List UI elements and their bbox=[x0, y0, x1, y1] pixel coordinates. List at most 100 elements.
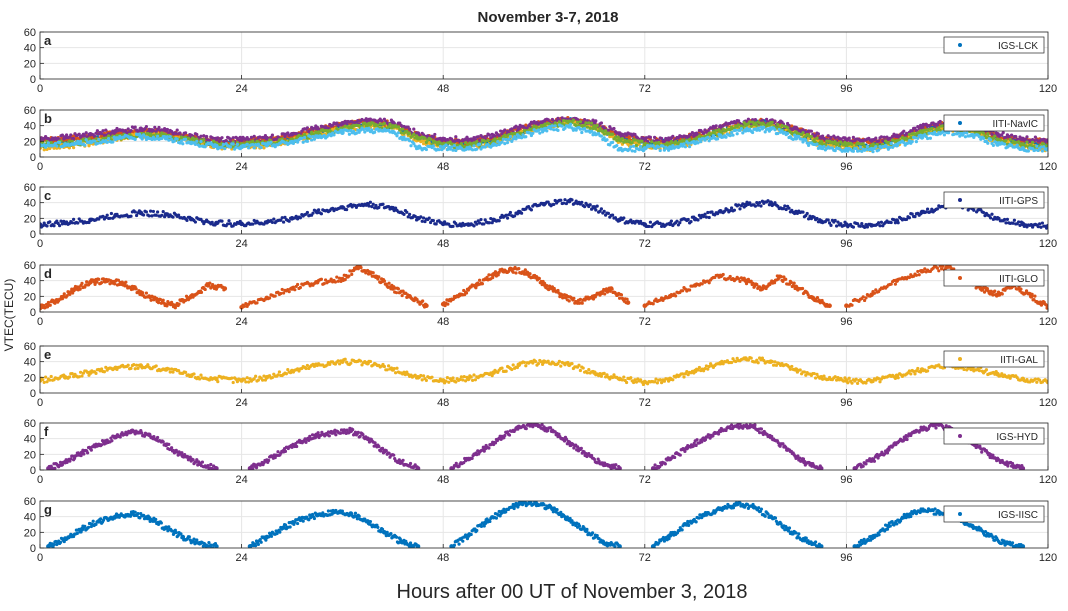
y-tick-label: 0 bbox=[30, 152, 36, 164]
data-point bbox=[783, 204, 787, 208]
data-point bbox=[793, 133, 797, 137]
data-point bbox=[578, 120, 583, 124]
data-point bbox=[149, 209, 153, 213]
data-point bbox=[370, 205, 374, 209]
data-point bbox=[305, 139, 309, 143]
data-point bbox=[828, 221, 832, 225]
data-point bbox=[345, 207, 349, 212]
data-point bbox=[851, 149, 856, 153]
data-point bbox=[786, 131, 790, 136]
data-point bbox=[129, 129, 133, 133]
data-point bbox=[746, 117, 751, 121]
data-point bbox=[420, 139, 424, 143]
data-point bbox=[590, 121, 594, 125]
data-point bbox=[165, 212, 169, 216]
data-point bbox=[109, 211, 113, 216]
data-point bbox=[363, 130, 367, 134]
data-point bbox=[846, 149, 850, 153]
data-point bbox=[55, 144, 59, 148]
data-point bbox=[550, 117, 555, 122]
data-point bbox=[644, 136, 648, 140]
data-point bbox=[861, 142, 865, 146]
data-point bbox=[72, 134, 76, 138]
data-point bbox=[907, 132, 912, 136]
data-point bbox=[478, 142, 482, 146]
data-point bbox=[581, 121, 585, 125]
data-point bbox=[989, 138, 993, 142]
data-point bbox=[599, 134, 604, 138]
y-tick-label: 60 bbox=[24, 105, 36, 117]
data-point bbox=[524, 123, 528, 127]
data-point bbox=[97, 137, 101, 142]
data-point bbox=[262, 146, 266, 150]
data-point bbox=[486, 138, 490, 143]
data-point bbox=[748, 201, 752, 205]
data-point bbox=[185, 218, 189, 222]
data-point bbox=[728, 209, 732, 213]
data-point bbox=[982, 131, 986, 135]
data-point bbox=[347, 132, 351, 136]
data-point bbox=[195, 132, 199, 137]
data-point bbox=[514, 137, 518, 141]
data-point bbox=[678, 221, 682, 225]
data-point bbox=[312, 137, 316, 141]
data-point bbox=[947, 131, 951, 135]
data-point bbox=[408, 212, 412, 216]
data-point bbox=[228, 137, 232, 141]
data-point bbox=[760, 118, 765, 122]
data-point bbox=[454, 135, 458, 139]
data-point bbox=[445, 147, 449, 152]
data-point bbox=[503, 128, 507, 132]
data-point bbox=[595, 123, 599, 128]
data-point bbox=[611, 140, 615, 144]
data-point bbox=[730, 130, 734, 135]
data-point bbox=[167, 138, 171, 142]
data-point bbox=[923, 128, 927, 132]
data-point bbox=[874, 136, 878, 140]
data-point bbox=[731, 133, 735, 137]
data-point bbox=[464, 141, 468, 145]
data-point bbox=[768, 200, 774, 205]
x-tick-label: 48 bbox=[437, 83, 449, 95]
data-point bbox=[833, 140, 837, 144]
data-point bbox=[993, 134, 997, 138]
data-point bbox=[682, 142, 686, 146]
data-point bbox=[620, 136, 625, 141]
data-point bbox=[283, 137, 287, 141]
data-point bbox=[171, 215, 175, 219]
data-point bbox=[427, 216, 431, 220]
data-point bbox=[737, 123, 741, 127]
data-point bbox=[396, 125, 400, 129]
data-point bbox=[177, 213, 181, 217]
data-point bbox=[424, 140, 428, 145]
data-point bbox=[931, 121, 935, 125]
data-point bbox=[658, 221, 662, 225]
data-point bbox=[178, 131, 182, 135]
data-point bbox=[863, 144, 867, 148]
data-point bbox=[378, 122, 382, 126]
data-point bbox=[858, 145, 863, 149]
data-point bbox=[781, 207, 786, 211]
data-point bbox=[650, 140, 654, 144]
y-tick-label: 0 bbox=[30, 74, 36, 86]
data-point bbox=[745, 126, 749, 130]
data-point bbox=[942, 133, 947, 137]
data-point bbox=[220, 145, 224, 149]
data-point bbox=[864, 147, 868, 152]
data-point bbox=[919, 124, 925, 130]
data-point bbox=[611, 213, 615, 217]
data-point bbox=[661, 144, 665, 148]
data-point bbox=[630, 149, 634, 153]
data-point bbox=[743, 202, 748, 208]
x-tick-label: 72 bbox=[639, 83, 651, 95]
data-point bbox=[583, 205, 587, 209]
data-point bbox=[613, 135, 618, 140]
data-point bbox=[877, 139, 881, 143]
data-point bbox=[300, 136, 304, 141]
data-point bbox=[475, 147, 479, 151]
data-point bbox=[766, 199, 770, 203]
data-point bbox=[598, 126, 602, 130]
data-point bbox=[186, 136, 190, 140]
